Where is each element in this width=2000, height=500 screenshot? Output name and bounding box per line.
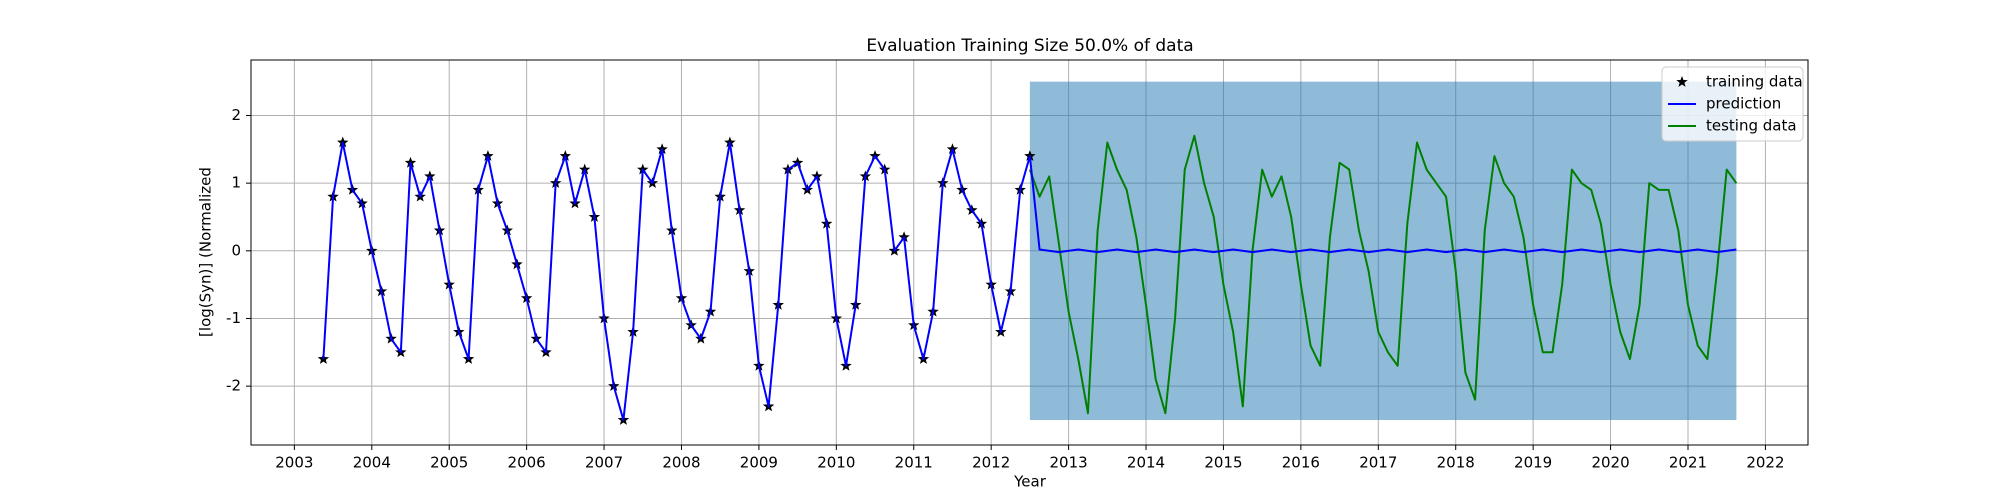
x-tick-label: 2013 — [1050, 454, 1088, 472]
y-tick-label: -2 — [226, 377, 241, 395]
x-tick-label: 2005 — [430, 454, 468, 472]
x-tick-label: 2014 — [1127, 454, 1165, 472]
x-tick-label: 2022 — [1746, 454, 1784, 472]
y-tick-label: -1 — [226, 309, 241, 327]
x-tick-label: 2018 — [1437, 454, 1475, 472]
y-tick-label: 0 — [231, 241, 241, 259]
legend: training data prediction testing data — [1661, 66, 1804, 142]
x-tick-label: 2003 — [275, 454, 313, 472]
x-tick-label: 2009 — [740, 454, 778, 472]
legend-label: training data — [1706, 73, 1803, 91]
legend-marker — [1676, 76, 1688, 87]
x-tick-label: 2004 — [353, 454, 391, 472]
x-tick-label: 2019 — [1514, 454, 1552, 472]
x-tick-label: 2017 — [1359, 454, 1397, 472]
x-tick-label: 2008 — [662, 454, 700, 472]
plot-frame — [250, 59, 1809, 446]
x-tick-label: 2015 — [1204, 454, 1242, 472]
x-tick-label: 2011 — [895, 454, 933, 472]
series-line — [322, 141, 1737, 421]
series-line — [1028, 134, 1738, 415]
x-tick-label: 2021 — [1669, 454, 1707, 472]
x-tick-label: 2010 — [817, 454, 855, 472]
legend-label: prediction — [1706, 95, 1781, 113]
x-tick-label: 2006 — [508, 454, 546, 472]
x-tick-label: 2012 — [972, 454, 1010, 472]
y-axis-label: [log(Syn)] (Normalized — [197, 167, 215, 337]
y-tick-label: 1 — [231, 174, 241, 192]
x-axis-label: Year — [1013, 473, 1047, 491]
legend-box — [1661, 66, 1804, 142]
x-tick-label: 2020 — [1591, 454, 1629, 472]
legend-label: testing data — [1706, 117, 1797, 135]
x-tick-label: 2007 — [585, 454, 623, 472]
x-tick-label: 2016 — [1282, 454, 1320, 472]
chart-title: Evaluation Training Size 50.0% of data — [866, 36, 1193, 56]
y-tick-label: 2 — [231, 106, 241, 124]
